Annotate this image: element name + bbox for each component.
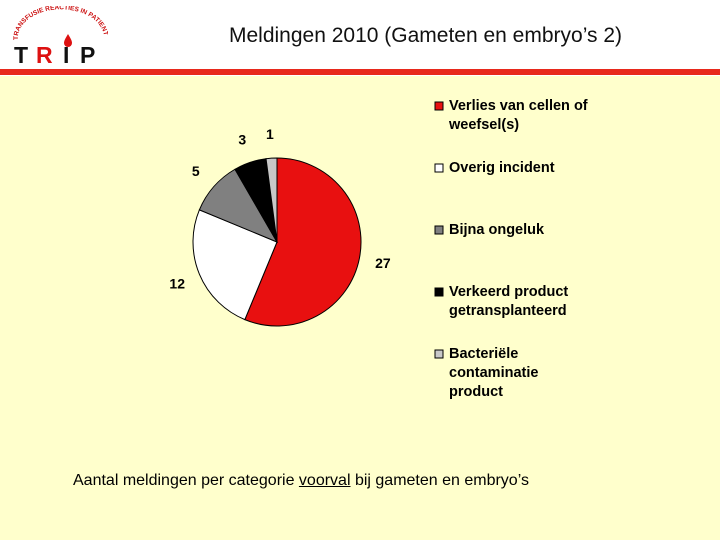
legend-swatch-2	[434, 163, 444, 173]
logo-letter-p: P	[80, 42, 95, 68]
pie-data-label-1: 27	[375, 255, 391, 271]
legend-swatch-4	[434, 287, 444, 297]
chart-panel: 27 12 5 3 1 Verlies van cellen of weefsel(s) O…	[0, 76, 720, 540]
pie-data-label-2: 12	[169, 275, 185, 291]
pie-chart: 27 12 5 3 1 Verlies van cellen of weefsel(s) O…	[169, 98, 588, 400]
caption-text-start: Aantal meldingen per categorie	[73, 472, 299, 489]
pie-slice-2	[192, 209, 278, 321]
legend-swatch-5	[434, 349, 444, 359]
header-divider	[0, 69, 720, 75]
caption-text-end: bij gameten en embryo’s	[350, 472, 529, 489]
chart-legend: Verlies van cellen of weefsel(s) Overig in…	[434, 98, 588, 400]
logo-ring-text: TRANSFUSIE REACTIES IN PATIENTEN	[8, 6, 108, 40]
legend-swatch-1	[434, 101, 444, 111]
pie-data-label-4: 3	[238, 132, 246, 148]
logo-drop-icon	[64, 34, 72, 47]
legend-swatch-3	[434, 225, 444, 235]
pie-slice-1	[244, 157, 362, 327]
legend-label-3: Bijna ongeluk	[449, 222, 545, 238]
caption-underlined-word: voorval	[298, 472, 351, 489]
logo-letter-r: R	[36, 42, 53, 68]
logo-letter-i: I	[63, 42, 69, 68]
chart-caption: Aantal meldingen per categorie voorval b…	[73, 472, 529, 490]
trip-logo: TRANSFUSIE REACTIES IN PATIENTEN T R I P	[8, 6, 108, 68]
legend-label-2: Overig incident	[449, 160, 555, 176]
legend-label-4: Verkeerd product getransplanteerd	[449, 284, 568, 319]
pie-data-label-5: 1	[266, 126, 274, 142]
legend-label-5: Bacteriële contaminatie product	[449, 346, 538, 400]
pie-slice-5	[265, 157, 278, 243]
logo-letter-t: T	[14, 42, 28, 68]
pie-data-label-3: 5	[192, 163, 200, 179]
pie-data-labels: 27 12 5 3 1	[169, 126, 390, 291]
page-title: Meldingen 2010 (Gameten en embryo’s 2)	[229, 24, 623, 47]
legend-label-1: Verlies van cellen of weefsel(s)	[448, 98, 588, 133]
pie-slices	[192, 157, 362, 327]
